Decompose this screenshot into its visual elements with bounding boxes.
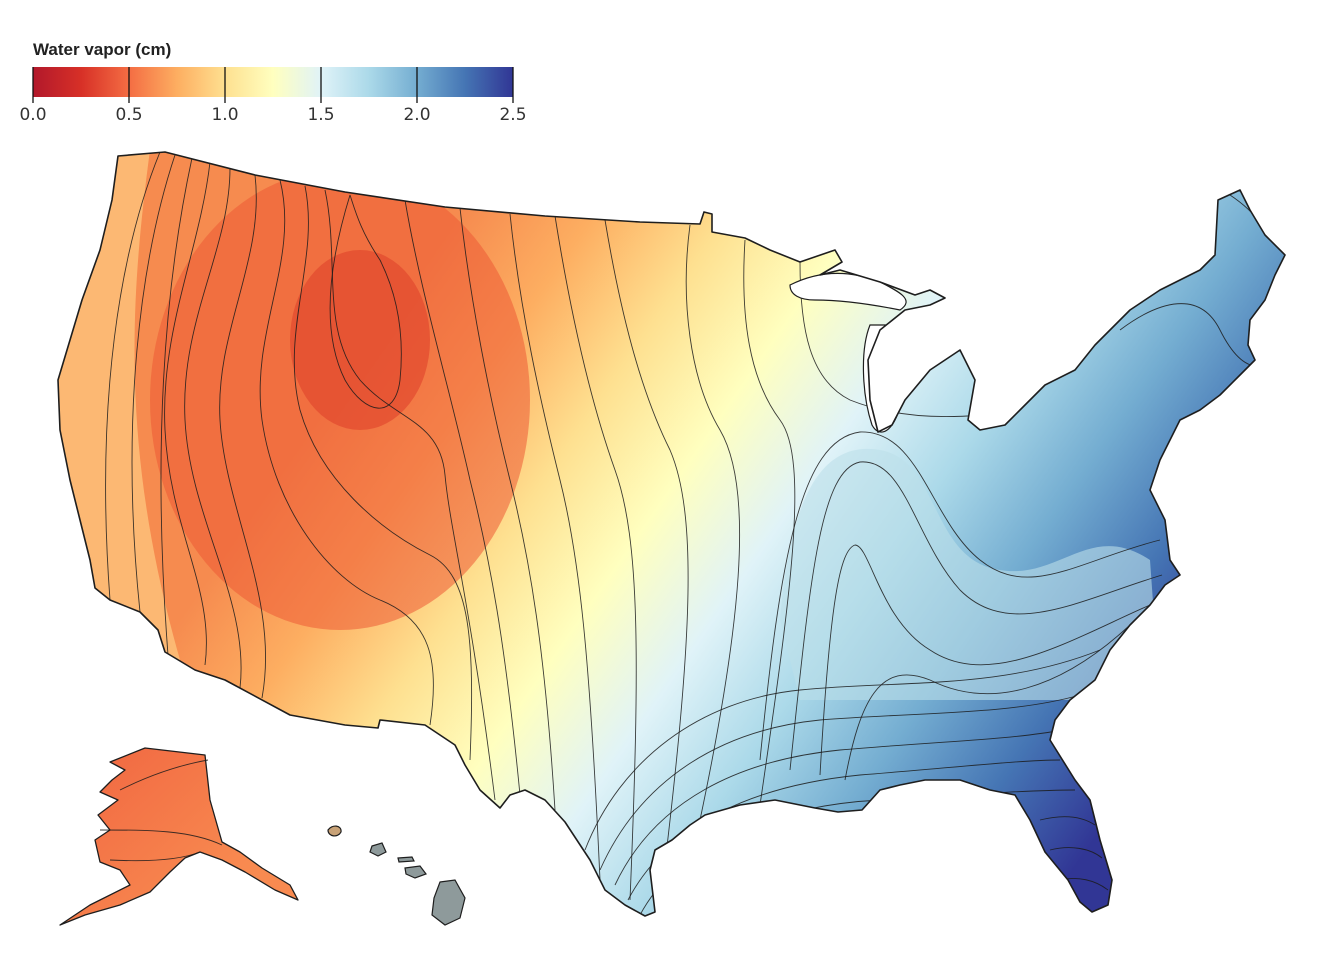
isoline-closed (329, 194, 402, 409)
isoline (184, 167, 242, 689)
legend-tick-label: 0.0 (19, 105, 46, 125)
island-molokai (397, 856, 415, 863)
isoline (109, 851, 201, 862)
legend-tick-label: 1.5 (307, 105, 334, 125)
hawaii-islands (327, 825, 466, 926)
isoline (99, 829, 223, 846)
isoline (259, 179, 434, 726)
isoline (119, 759, 209, 791)
color-legend: Water vapor (cm) 0.0 0.5 1.0 1.5 2.0 2.5 (19, 40, 526, 125)
isoline (160, 157, 193, 656)
legend-tick-label: 2.0 (403, 105, 430, 125)
isoline (1049, 847, 1103, 859)
isoline (105, 152, 161, 601)
legend-tick-label: 2.5 (499, 105, 526, 125)
legend-title: Water vapor (cm) (33, 40, 171, 59)
alaska-shape (59, 747, 299, 926)
isoline (293, 185, 473, 761)
isoline (819, 544, 1151, 776)
lake-superior (789, 272, 907, 311)
island-hawaii (431, 879, 466, 926)
alaska-inset (59, 747, 299, 926)
ohio-valley-lobe (780, 448, 1160, 700)
isoline (131, 154, 176, 613)
isoline (509, 213, 601, 881)
isoline (614, 729, 1063, 886)
legend-color-bar (33, 67, 513, 97)
legend-tick-label: 1.0 (211, 105, 238, 125)
isoline (599, 694, 1081, 871)
isoline (324, 189, 496, 801)
isoline (584, 649, 1101, 851)
island-maui (404, 865, 427, 879)
isoline (1119, 303, 1266, 367)
isoline (1039, 816, 1096, 826)
isoline (743, 239, 796, 806)
isoline (844, 624, 1131, 781)
isoline (799, 261, 1021, 418)
dry-core-inner (290, 250, 430, 430)
isoline (604, 219, 689, 906)
island-oahu (369, 842, 387, 857)
legend-tick-label: 0.5 (115, 105, 142, 125)
isoline (459, 207, 556, 811)
isoline (164, 161, 211, 666)
isoline (404, 199, 521, 796)
isoline (685, 224, 741, 821)
isoline (759, 431, 1161, 761)
island-kauai (327, 825, 342, 837)
isoline (219, 174, 266, 699)
isoline (789, 461, 1163, 771)
isoline (554, 215, 637, 901)
legend-ticks: 0.0 0.5 1.0 1.5 2.0 2.5 (19, 67, 527, 125)
contiguous-us (57, 151, 1286, 917)
